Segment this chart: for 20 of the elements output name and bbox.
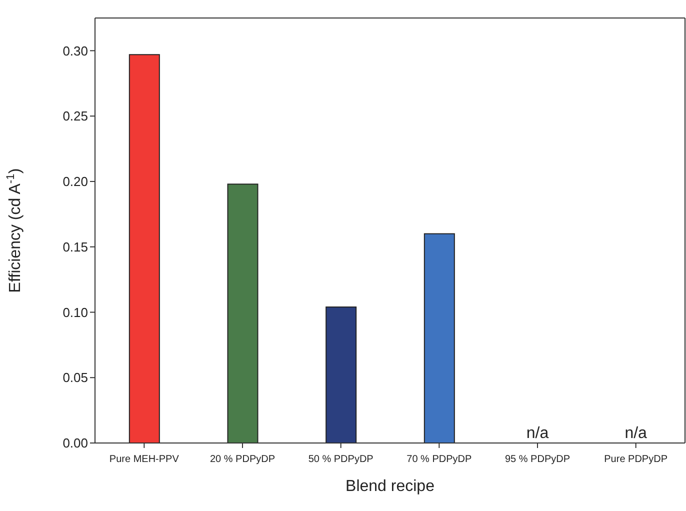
y-tick-label: 0.30 [62, 43, 88, 58]
x-tick-label: Pure PDPyDP [604, 454, 668, 465]
y-tick-label: 0.25 [62, 108, 88, 124]
x-tick-label: 70 % PDPyDP [406, 454, 472, 465]
x-tick-label: Pure MEH-PPV [109, 454, 180, 465]
x-tick-label: 95 % PDPyDP [504, 454, 570, 465]
x-tick-label: 50 % PDPyDP [308, 454, 374, 465]
text: n/a [624, 425, 647, 442]
bar [128, 54, 160, 443]
y-tick-label: 0.10 [62, 304, 88, 320]
bar [424, 233, 455, 443]
y-tick-label: 0.15 [62, 239, 88, 254]
bar [326, 306, 357, 443]
x-tick-label: 20 % PDPyDP [210, 454, 276, 465]
y-tick-label: 0.20 [62, 174, 88, 190]
text: n/a [526, 425, 549, 442]
x-axis-title: Blend recipe [346, 478, 435, 495]
y-tick-label: 0.00 [62, 436, 88, 451]
y-tick-label: 0.05 [62, 370, 88, 386]
bar [227, 184, 258, 443]
